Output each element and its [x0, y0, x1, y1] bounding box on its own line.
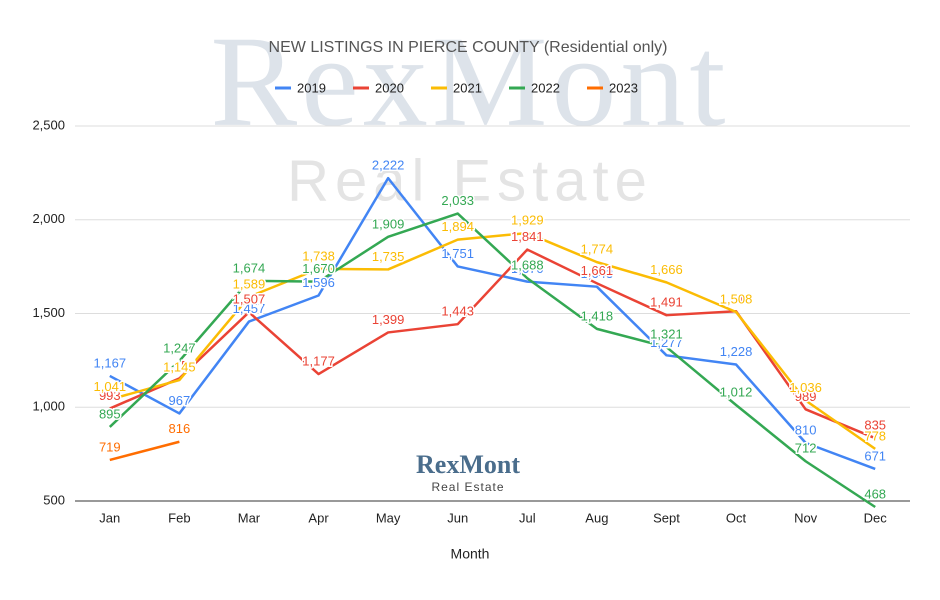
data-label: 1,443 [441, 304, 474, 319]
data-label: 1,841 [511, 229, 544, 244]
x-tick-label: Sept [653, 510, 680, 525]
data-label: 1,589 [233, 276, 266, 291]
data-label: 712 [795, 441, 817, 456]
data-label: 1,688 [511, 258, 544, 273]
data-label: 1,674 [233, 260, 266, 275]
logo: RexMont [416, 450, 520, 479]
legend-label: 2021 [453, 80, 482, 95]
x-tick-label: Mar [238, 510, 261, 525]
legend-label: 2020 [375, 80, 404, 95]
data-label: 1,491 [650, 295, 683, 310]
data-label: 1,666 [650, 262, 683, 277]
data-label: 1,929 [511, 213, 544, 228]
data-label: 1,145 [163, 360, 196, 375]
data-label: 1,507 [233, 292, 266, 307]
series-line [109, 176, 876, 471]
x-tick-label: Aug [585, 510, 608, 525]
data-label: 1,735 [372, 249, 405, 264]
watermark: RexMont [210, 10, 729, 154]
legend-label: 2019 [297, 80, 326, 95]
data-label: 1,670 [302, 261, 335, 276]
data-label: 989 [795, 389, 817, 404]
data-label: 1,247 [163, 340, 196, 355]
data-label: 835 [864, 418, 886, 433]
y-tick-label: 1,500 [32, 305, 65, 320]
x-tick-label: May [376, 510, 401, 525]
data-label: 2,033 [441, 193, 474, 208]
data-label: 1,012 [720, 384, 753, 399]
data-label: 810 [795, 422, 817, 437]
data-label: 1,512 [720, 291, 753, 306]
series-line [109, 231, 876, 450]
data-label: 1,277 [650, 335, 683, 350]
data-label: 1,738 [302, 248, 335, 263]
data-label: 1,909 [372, 216, 405, 231]
data-label: 1,041 [94, 379, 127, 394]
data-label: 778 [864, 428, 886, 443]
data-label: 1,774 [581, 242, 614, 257]
x-tick-label: Jun [447, 510, 468, 525]
series-line [109, 440, 180, 462]
x-tick-label: Feb [168, 510, 190, 525]
data-label: 895 [99, 406, 121, 421]
data-label: 993 [99, 388, 121, 403]
legend-label: 2022 [531, 80, 560, 95]
data-label: 967 [169, 393, 191, 408]
x-tick-label: Jan [99, 510, 120, 525]
y-tick-label: 2,500 [32, 117, 65, 132]
data-label: 1,228 [720, 344, 753, 359]
y-tick-label: 2,000 [32, 211, 65, 226]
data-label: 1,643 [581, 266, 614, 281]
data-label: 1,508 [720, 291, 753, 306]
data-label: 1,167 [94, 355, 127, 370]
data-label: 1,596 [302, 275, 335, 290]
x-tick-label: Dec [864, 510, 888, 525]
data-label: 1,751 [441, 246, 474, 261]
data-label: 1,177 [302, 354, 335, 369]
legend-label: 2023 [609, 80, 638, 95]
data-label: 1,894 [441, 219, 474, 234]
x-tick-label: Nov [794, 510, 818, 525]
data-label: 1,418 [581, 308, 614, 323]
data-label: 671 [864, 448, 886, 463]
logo-sub: Real Estate [431, 480, 504, 494]
watermark-sub: Real Estate [287, 148, 653, 213]
data-label: 719 [99, 439, 121, 454]
data-label: 468 [864, 486, 886, 501]
data-label: 2,222 [372, 158, 405, 173]
data-label: 1,399 [372, 312, 405, 327]
y-tick-label: 500 [43, 492, 65, 507]
data-label: 1,457 [233, 301, 266, 316]
data-label: 1,661 [581, 263, 614, 278]
y-tick-label: 1,000 [32, 399, 65, 414]
x-axis-label: Month [451, 546, 490, 562]
series-line [108, 212, 876, 509]
data-label: 1,036 [789, 380, 822, 395]
data-label: 816 [169, 421, 191, 436]
chart-title: NEW LISTINGS IN PIERCE COUNTY (Residenti… [269, 39, 668, 56]
data-label: 1,154 [163, 358, 196, 373]
data-label: 1,321 [650, 327, 683, 342]
x-tick-label: Apr [308, 510, 329, 525]
data-label: 1,670 [511, 261, 544, 276]
x-tick-label: Oct [726, 510, 747, 525]
x-tick-label: Jul [519, 510, 536, 525]
